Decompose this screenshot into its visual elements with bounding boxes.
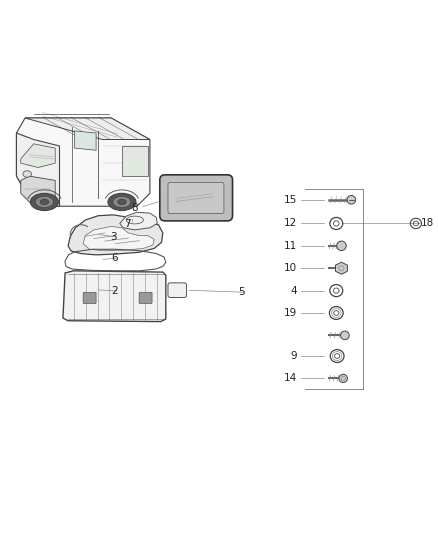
Text: 15: 15 bbox=[284, 195, 297, 205]
Polygon shape bbox=[21, 144, 55, 167]
Ellipse shape bbox=[23, 171, 32, 177]
Text: 8: 8 bbox=[131, 203, 138, 213]
Polygon shape bbox=[336, 262, 347, 274]
Text: 9: 9 bbox=[290, 351, 297, 361]
Polygon shape bbox=[83, 227, 154, 251]
Text: 18: 18 bbox=[421, 219, 434, 229]
Polygon shape bbox=[17, 133, 60, 206]
Ellipse shape bbox=[40, 199, 49, 205]
Ellipse shape bbox=[108, 193, 136, 211]
Polygon shape bbox=[122, 146, 148, 176]
Polygon shape bbox=[120, 212, 157, 230]
FancyBboxPatch shape bbox=[168, 183, 224, 214]
Text: 3: 3 bbox=[110, 232, 117, 242]
FancyBboxPatch shape bbox=[160, 175, 233, 221]
Ellipse shape bbox=[339, 374, 347, 383]
Ellipse shape bbox=[118, 199, 126, 205]
Text: 7: 7 bbox=[124, 219, 131, 229]
Text: 11: 11 bbox=[284, 241, 297, 251]
FancyBboxPatch shape bbox=[168, 283, 187, 297]
Text: 19: 19 bbox=[284, 308, 297, 318]
Ellipse shape bbox=[347, 196, 356, 204]
Polygon shape bbox=[63, 271, 166, 321]
Text: 4: 4 bbox=[290, 286, 297, 296]
Ellipse shape bbox=[337, 241, 346, 251]
Polygon shape bbox=[17, 118, 150, 206]
Polygon shape bbox=[74, 131, 96, 150]
Polygon shape bbox=[68, 215, 163, 255]
Text: 10: 10 bbox=[284, 263, 297, 273]
Ellipse shape bbox=[31, 193, 58, 211]
Text: 14: 14 bbox=[284, 374, 297, 383]
Text: 6: 6 bbox=[111, 253, 117, 263]
Ellipse shape bbox=[35, 196, 53, 207]
Ellipse shape bbox=[341, 331, 349, 340]
Text: 2: 2 bbox=[111, 286, 117, 296]
Text: 5: 5 bbox=[238, 287, 245, 297]
FancyBboxPatch shape bbox=[83, 292, 96, 303]
Polygon shape bbox=[25, 118, 150, 140]
FancyBboxPatch shape bbox=[139, 292, 152, 303]
Polygon shape bbox=[21, 176, 55, 206]
Ellipse shape bbox=[113, 196, 131, 207]
Text: 12: 12 bbox=[284, 219, 297, 229]
